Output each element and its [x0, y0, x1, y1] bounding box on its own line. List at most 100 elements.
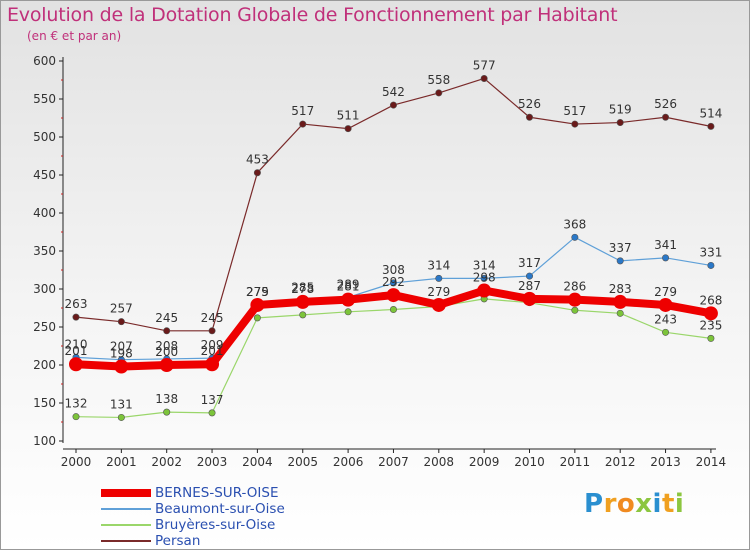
data-label: 137 — [201, 393, 224, 407]
data-point — [341, 292, 356, 307]
data-label: 245 — [155, 311, 178, 325]
chart-title: Evolution de la Dotation Globale de Fonc… — [7, 4, 618, 26]
data-point — [662, 328, 670, 336]
data-label: 201 — [201, 344, 224, 358]
proxiti-logo: Proxiti — [584, 489, 684, 519]
legend-label: BERNES-SUR-OISE — [155, 485, 279, 501]
data-point — [571, 233, 579, 241]
data-label: 257 — [110, 302, 133, 316]
data-label: 453 — [246, 153, 269, 167]
data-point — [389, 279, 397, 287]
data-label: 292 — [382, 275, 405, 289]
data-label: 208 — [155, 339, 178, 353]
data-label: 337 — [609, 241, 632, 255]
data-point — [525, 272, 533, 280]
data-point — [208, 409, 216, 417]
x-tick-label: 2002 — [151, 455, 182, 469]
y-tick-label: 100 — [33, 434, 56, 448]
data-label: 268 — [699, 293, 722, 307]
data-label: 526 — [518, 97, 541, 111]
data-label: 289 — [337, 277, 360, 291]
data-point — [299, 311, 307, 319]
data-point — [250, 297, 265, 312]
data-label: 132 — [65, 397, 88, 411]
data-point — [525, 113, 533, 121]
y-tick-label: 200 — [33, 358, 56, 372]
data-label: 279 — [427, 285, 450, 299]
logo-letter: i — [674, 489, 685, 519]
data-point — [658, 297, 673, 312]
data-point — [299, 120, 307, 128]
data-point — [613, 294, 628, 309]
logo-letter: x — [635, 489, 653, 519]
data-point — [295, 294, 310, 309]
x-tick-label: 2000 — [61, 455, 92, 469]
data-label: 331 — [699, 245, 722, 259]
x-tick-label: 2010 — [514, 455, 545, 469]
data-label: 209 — [201, 338, 224, 352]
data-point — [344, 125, 352, 133]
data-point — [163, 408, 171, 416]
logo-letter: r — [603, 489, 617, 519]
data-label: 210 — [65, 337, 88, 351]
data-label: 281 — [337, 280, 360, 294]
data-label: 278 — [291, 282, 314, 296]
data-label: 517 — [291, 104, 314, 118]
data-label: 519 — [609, 103, 632, 117]
data-point — [662, 254, 670, 262]
data-label: 275 — [246, 285, 269, 299]
data-point — [567, 292, 582, 307]
data-label: 201 — [65, 344, 88, 358]
data-label: 314 — [473, 258, 496, 272]
data-point — [616, 309, 624, 317]
data-label: 131 — [110, 397, 133, 411]
data-label: 263 — [65, 297, 88, 311]
legend-swatch — [101, 540, 151, 542]
y-tick-label: 550 — [33, 92, 56, 106]
data-point — [163, 327, 171, 335]
legend-swatch — [101, 489, 151, 497]
data-point — [707, 334, 715, 342]
data-point — [389, 101, 397, 109]
legend-swatch — [101, 508, 151, 510]
logo-letter: P — [584, 489, 604, 519]
logo-letter: t — [661, 489, 675, 519]
x-tick-label: 2013 — [650, 455, 681, 469]
data-point — [72, 313, 80, 321]
data-point — [117, 413, 125, 421]
data-point — [253, 169, 261, 177]
data-point — [703, 306, 718, 321]
y-tick-label: 350 — [33, 244, 56, 258]
data-label: 558 — [427, 73, 450, 87]
data-label: 200 — [155, 345, 178, 359]
y-tick-label: 500 — [33, 130, 56, 144]
legend-swatch — [101, 524, 151, 526]
legend-item: Bruyères-sur-Oise — [101, 517, 361, 533]
data-label: 138 — [155, 392, 178, 406]
legend-item: Beaumont-sur-Oise — [101, 501, 361, 517]
data-point — [72, 413, 80, 421]
x-tick-label: 2007 — [378, 455, 409, 469]
data-point — [205, 357, 220, 372]
data-label: 286 — [563, 280, 586, 294]
y-tick-label: 300 — [33, 282, 56, 296]
data-label: 514 — [699, 106, 722, 120]
data-label: 298 — [473, 271, 496, 285]
y-tick-label: 150 — [33, 396, 56, 410]
data-label: 577 — [473, 58, 496, 72]
y-tick-label: 400 — [33, 206, 56, 220]
data-label: 207 — [110, 340, 133, 354]
legend-label: Beaumont-sur-Oise — [155, 501, 285, 517]
logo-letter: i — [652, 489, 662, 519]
data-point — [159, 358, 174, 372]
data-point — [571, 120, 579, 128]
data-point — [662, 113, 670, 121]
data-point — [117, 318, 125, 326]
data-label: 279 — [654, 285, 677, 299]
data-point — [616, 257, 624, 265]
data-point — [707, 261, 715, 269]
data-point — [431, 297, 446, 312]
x-tick-label: 2001 — [106, 455, 137, 469]
x-tick-label: 2014 — [696, 455, 727, 469]
data-label: 517 — [563, 104, 586, 118]
